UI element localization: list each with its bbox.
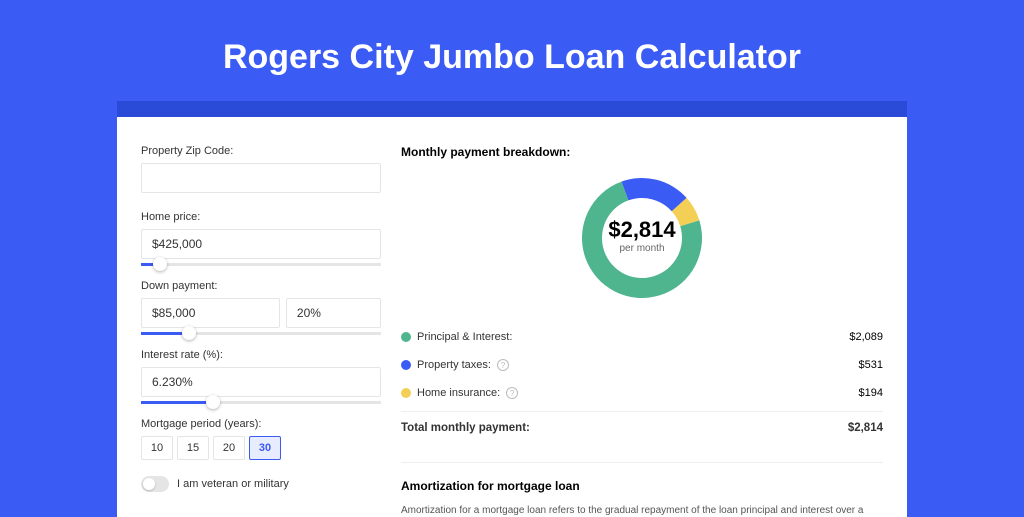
home-price-slider-thumb[interactable] <box>153 257 167 271</box>
period-field-group: Mortgage period (years): 10152030 <box>141 418 381 460</box>
page-title: Rogers City Jumbo Loan Calculator <box>0 0 1024 101</box>
interest-slider-thumb[interactable] <box>206 395 220 409</box>
total-row: Total monthly payment: $2,814 <box>401 411 883 442</box>
down-payment-percent-input[interactable] <box>286 298 381 328</box>
interest-slider[interactable] <box>141 401 381 404</box>
down-payment-slider[interactable] <box>141 332 381 335</box>
info-icon[interactable]: ? <box>497 359 509 371</box>
total-value: $2,814 <box>848 422 883 434</box>
veteran-toggle-row: I am veteran or military <box>141 476 381 492</box>
breakdown-title: Monthly payment breakdown: <box>401 145 883 159</box>
zip-input[interactable] <box>141 163 381 193</box>
amortization-section: Amortization for mortgage loan Amortizat… <box>401 462 883 517</box>
legend-dot-icon <box>401 360 411 370</box>
legend-label: Property taxes: <box>417 359 491 371</box>
legend-row: Principal & Interest: $2,089 <box>401 323 883 351</box>
legend-value: $531 <box>859 359 883 371</box>
donut-center-sub: per month <box>619 243 664 254</box>
period-btn-30[interactable]: 30 <box>249 436 281 460</box>
legend-row: Home insurance:? $194 <box>401 379 883 407</box>
legend-value: $194 <box>859 387 883 399</box>
inputs-column: Property Zip Code: Home price: Down paym… <box>141 145 381 477</box>
period-btn-10[interactable]: 10 <box>141 436 173 460</box>
zip-field-group: Property Zip Code: <box>141 145 381 197</box>
interest-field-group: Interest rate (%): <box>141 349 381 404</box>
donut-slice <box>621 178 686 211</box>
donut-center-value: $2,814 <box>608 217 676 242</box>
interest-input[interactable] <box>141 367 381 397</box>
down-payment-slider-thumb[interactable] <box>182 326 196 340</box>
down-payment-amount-input[interactable] <box>141 298 280 328</box>
home-price-input[interactable] <box>141 229 381 259</box>
veteran-toggle-knob <box>143 478 155 490</box>
legend-label: Principal & Interest: <box>417 331 512 343</box>
home-price-slider[interactable] <box>141 263 381 266</box>
amortization-body: Amortization for a mortgage loan refers … <box>401 503 883 517</box>
breakdown-column: Monthly payment breakdown: $2,814 per mo… <box>401 145 883 477</box>
legend-label: Home insurance: <box>417 387 500 399</box>
interest-label: Interest rate (%): <box>141 349 381 361</box>
total-label: Total monthly payment: <box>401 422 530 434</box>
veteran-toggle[interactable] <box>141 476 169 492</box>
legend-row: Property taxes:? $531 <box>401 351 883 379</box>
home-price-field-group: Home price: <box>141 211 381 266</box>
home-price-label: Home price: <box>141 211 381 223</box>
calculator-card: Property Zip Code: Home price: Down paym… <box>117 117 907 517</box>
donut-chart-wrap: $2,814 per month <box>401 173 883 303</box>
zip-label: Property Zip Code: <box>141 145 381 157</box>
veteran-label: I am veteran or military <box>177 478 289 490</box>
period-btn-15[interactable]: 15 <box>177 436 209 460</box>
legend: Principal & Interest: $2,089 Property taxe… <box>401 323 883 407</box>
legend-left: Property taxes:? <box>401 359 509 371</box>
donut-chart: $2,814 per month <box>567 173 717 303</box>
legend-left: Principal & Interest: <box>401 331 512 343</box>
legend-dot-icon <box>401 388 411 398</box>
period-label: Mortgage period (years): <box>141 418 381 430</box>
legend-value: $2,089 <box>849 331 883 343</box>
period-btn-20[interactable]: 20 <box>213 436 245 460</box>
legend-dot-icon <box>401 332 411 342</box>
interest-slider-fill <box>141 401 213 404</box>
down-payment-label: Down payment: <box>141 280 381 292</box>
down-payment-field-group: Down payment: <box>141 280 381 335</box>
period-buttons: 10152030 <box>141 436 381 460</box>
amortization-title: Amortization for mortgage loan <box>401 479 883 493</box>
legend-left: Home insurance:? <box>401 387 518 399</box>
down-payment-row <box>141 298 381 332</box>
info-icon[interactable]: ? <box>506 387 518 399</box>
